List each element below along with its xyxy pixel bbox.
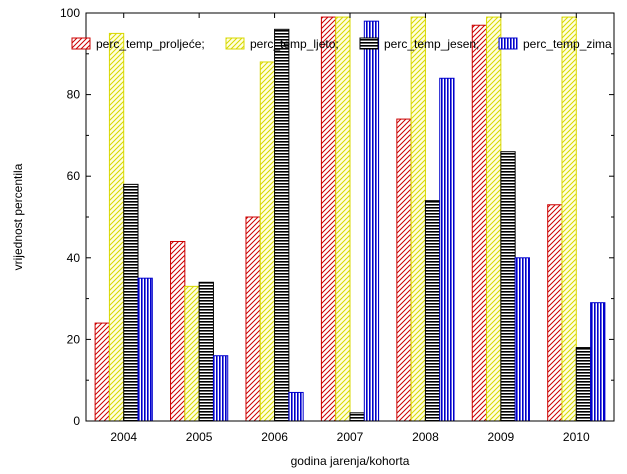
x-tick-label-2007: 2007 (337, 430, 364, 444)
bar-3-2010 (575, 347, 592, 422)
bar-2-2010 (561, 16, 577, 422)
bar-4-2004 (137, 277, 153, 422)
x-tick-label-2009: 2009 (488, 430, 515, 444)
bar-1-2006 (245, 216, 261, 422)
legend-label-1: perc_temp_proljeće; (96, 37, 205, 51)
x-tick-label-2010: 2010 (563, 430, 590, 444)
legend-label-4: perc_temp_zima (523, 37, 612, 51)
bar-4-2010 (590, 302, 606, 422)
bar-1-2004 (94, 322, 110, 422)
bar-4-2005 (212, 355, 229, 422)
bar-3-2005 (198, 281, 214, 422)
bar-3-2008 (424, 200, 441, 422)
legend-label-3: perc_temp_jesen; (384, 37, 479, 51)
bar-2-2004 (108, 32, 125, 422)
bar-1-2009 (471, 24, 488, 422)
bar-2-2008 (410, 16, 426, 422)
bar-1-2010 (547, 204, 563, 422)
x-tick-label-2006: 2006 (261, 430, 288, 444)
legend-label-2: perc_temp_ljeto; (250, 37, 339, 51)
legend: perc_temp_proljeće; perc_temp_ljeto; perc_… (71, 37, 612, 51)
bar-2-2007 (335, 16, 351, 422)
legend-swatch-4 (498, 37, 518, 50)
bar-4-2006 (288, 391, 304, 422)
y-axis-label: vrijednost percentila (11, 163, 25, 270)
x-tick-label-2005: 2005 (186, 430, 213, 444)
bar-4-2007 (363, 20, 380, 422)
y-tick-label: 80 (67, 88, 81, 102)
legend-swatch-2 (225, 37, 245, 50)
bar-3-2007 (349, 412, 365, 422)
bar-1-2005 (170, 240, 186, 422)
y-tick-label: 40 (67, 251, 81, 265)
bar-2-2006 (259, 61, 276, 422)
x-axis: 2004 2005 2006 2007 2008 2009 2010 (110, 13, 590, 444)
legend-swatch-3 (359, 37, 379, 50)
y-tick-label: 20 (67, 332, 81, 346)
bar-1-2007 (320, 16, 337, 422)
bar-4-2009 (514, 257, 530, 422)
y-tick-label: 60 (67, 169, 81, 183)
x-tick-label-2004: 2004 (110, 430, 137, 444)
bar-2-2009 (486, 16, 502, 422)
y-tick-label: 0 (73, 414, 80, 428)
y-axis: 0 20 40 60 80 100 (60, 6, 614, 428)
x-axis-label: godina jarenja/kohorta (291, 454, 410, 468)
bar-3-2004 (123, 183, 139, 422)
x-tick-label-2008: 2008 (412, 430, 439, 444)
bar-3-2009 (500, 151, 516, 422)
bar-1-2008 (396, 118, 412, 422)
y-tick-label: 100 (60, 6, 80, 20)
legend-swatch-1 (71, 37, 91, 50)
bar-3-2006 (274, 28, 290, 422)
bar-4-2008 (439, 77, 455, 422)
bar-2-2005 (184, 285, 200, 422)
bars-group (94, 16, 606, 422)
